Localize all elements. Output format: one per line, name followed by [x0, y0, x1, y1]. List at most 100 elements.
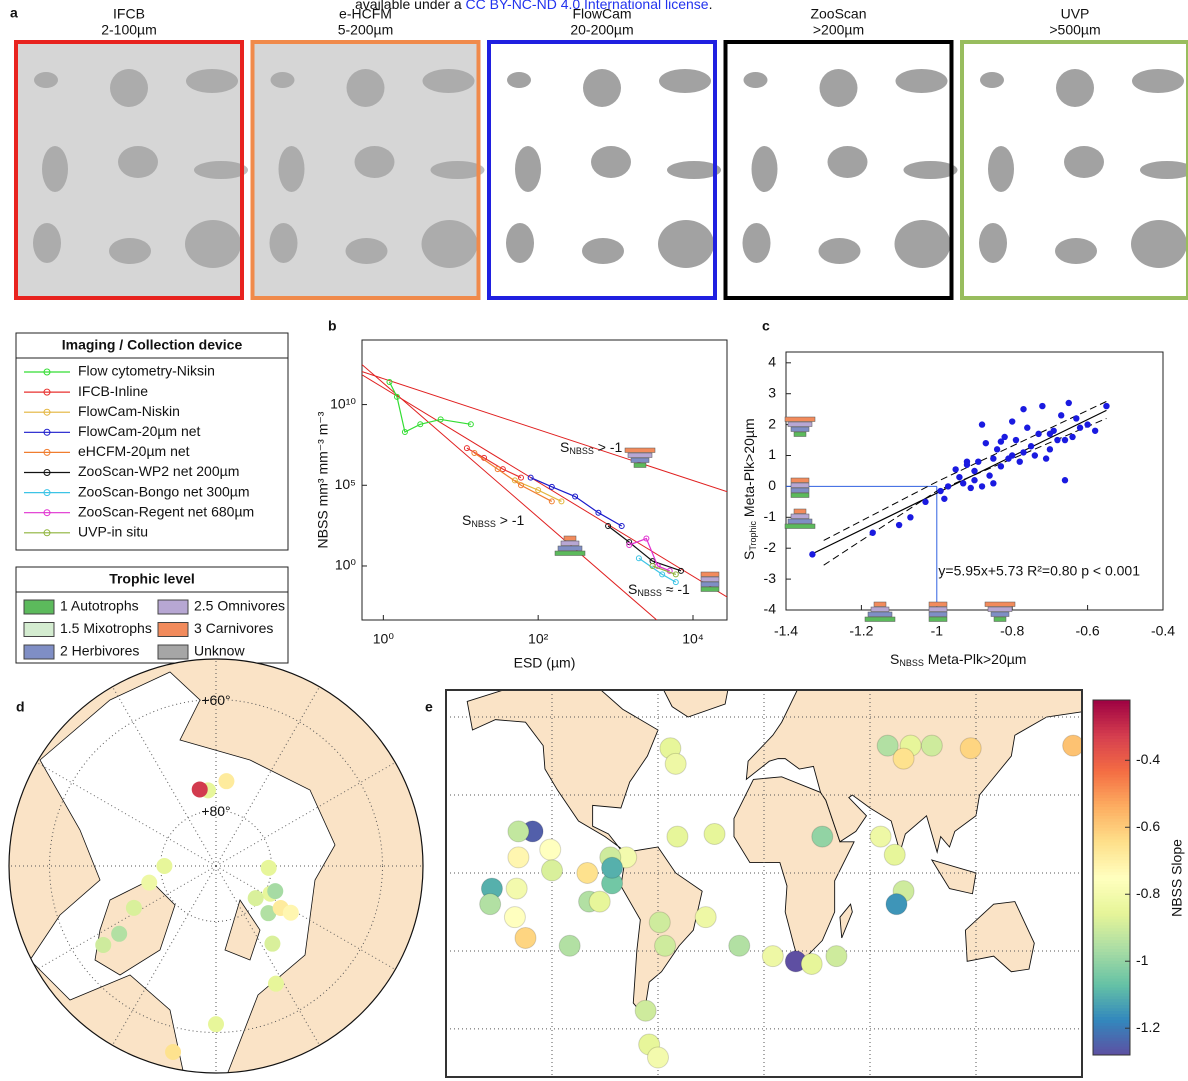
colorbar-cell	[1093, 1043, 1130, 1046]
colorbar-tick-label: -0.8	[1136, 885, 1160, 901]
trophic-icon	[788, 519, 812, 524]
station	[261, 860, 277, 876]
station	[577, 862, 598, 883]
station	[812, 826, 833, 847]
legend-title: Imaging / Collection device	[62, 337, 243, 353]
organism	[270, 223, 298, 263]
instrument-range: 20-200µm	[570, 22, 633, 38]
data-point	[896, 522, 902, 528]
station	[248, 890, 264, 906]
y-tick-label: -1	[764, 508, 777, 524]
x-tick-label: -1.2	[849, 623, 873, 639]
colorbar-cell	[1093, 798, 1130, 801]
trophic-icon	[791, 493, 809, 498]
data-point	[1077, 425, 1083, 431]
colorbar-cell	[1093, 963, 1130, 966]
instrument-name: FlowCam	[572, 6, 631, 22]
station	[141, 875, 157, 891]
colorbar-cell	[1093, 898, 1130, 901]
rest-text: > -1	[594, 439, 623, 455]
organism	[185, 220, 241, 268]
data-point	[1062, 477, 1068, 483]
colorbar-cell	[1093, 872, 1130, 875]
colorbar-cell	[1093, 747, 1130, 750]
legend-label: 2.5 Omnivores	[194, 598, 285, 614]
data-point	[975, 458, 981, 464]
organism	[980, 72, 1004, 88]
colorbar-cell	[1093, 910, 1130, 913]
map-e	[446, 686, 1084, 1077]
fit-annotation: y=5.95x+5.73 R²=0.80 p < 0.001	[938, 563, 1140, 579]
station	[480, 894, 501, 915]
organism	[1056, 69, 1094, 107]
trophic-icon	[791, 483, 809, 488]
station	[665, 753, 686, 774]
figure: available under a CC BY-NC-ND 4.0 Intern…	[0, 0, 1188, 1081]
colorbar-cell	[1093, 878, 1130, 881]
colorbar-cell	[1093, 863, 1130, 866]
colorbar-cell	[1093, 1011, 1130, 1014]
data-point	[979, 483, 985, 489]
data-point	[1066, 400, 1072, 406]
colorbar-cell	[1093, 848, 1130, 851]
organism	[355, 146, 395, 178]
y-tick-label: 10⁵	[335, 476, 356, 492]
colorbar-cell	[1093, 795, 1130, 798]
colorbar-cell	[1093, 972, 1130, 975]
license-note: available under a CC BY-NC-ND 4.0 Intern…	[355, 0, 712, 12]
data-point	[809, 551, 815, 557]
colorbar-cell	[1093, 969, 1130, 972]
colorbar-cell	[1093, 999, 1130, 1002]
station	[729, 935, 750, 956]
legend-swatch	[158, 645, 188, 659]
colorbar-cell	[1093, 809, 1130, 812]
station	[268, 976, 284, 992]
colorbar-cell	[1093, 1008, 1130, 1011]
data-point	[1054, 437, 1060, 443]
colorbar-cell	[1093, 721, 1130, 724]
trophic-icon	[791, 427, 809, 432]
data-point	[956, 474, 962, 480]
organism	[118, 146, 158, 178]
colorbar-cell	[1093, 792, 1130, 795]
x-tick-label: 10⁰	[373, 631, 395, 647]
colorbar-cell	[1093, 934, 1130, 937]
station	[1063, 735, 1084, 756]
trophic-icon	[785, 417, 815, 422]
colorbar-cell	[1093, 851, 1130, 854]
main-text: S	[628, 581, 637, 597]
colorbar-cell	[1093, 1049, 1130, 1052]
colorbar-cell	[1093, 875, 1130, 878]
legend-label: FlowCam-20µm net	[78, 423, 201, 439]
station	[156, 858, 172, 874]
colorbar-cell	[1093, 718, 1130, 721]
x-tick-label: 10⁴	[682, 631, 704, 647]
colorbar-cell	[1093, 842, 1130, 845]
legend-label: 1.5 Mixotrophs	[60, 620, 152, 636]
panel-letter: b	[328, 318, 337, 334]
colorbar-cell	[1093, 1020, 1130, 1023]
organism	[1131, 220, 1187, 268]
organism	[904, 161, 958, 179]
colorbar-cell	[1093, 1040, 1130, 1043]
colorbar-cell	[1093, 883, 1130, 886]
main-text: S	[462, 512, 471, 528]
colorbar-cell	[1093, 857, 1130, 860]
trophic-icon	[785, 524, 815, 529]
colorbar-cell	[1093, 987, 1130, 990]
trophic-icon	[985, 602, 1015, 607]
station	[504, 907, 525, 928]
trophic-icon	[791, 514, 809, 519]
x-tick-label: -0.6	[1076, 623, 1100, 639]
colorbar-cell	[1093, 993, 1130, 996]
legend-label: IFCB-Inline	[78, 383, 148, 399]
colorbar-cell	[1093, 984, 1130, 987]
data-point	[971, 477, 977, 483]
rest-text: Meta-Plk>20µm	[741, 418, 757, 521]
colorbar-cell	[1093, 744, 1130, 747]
x-tick-label: -1.4	[774, 623, 798, 639]
legend-label: ZooScan-Regent net 680µm	[78, 503, 254, 519]
colorbar-cell	[1093, 759, 1130, 762]
instrument-name: ZooScan	[810, 6, 866, 22]
main-text: S	[890, 651, 899, 667]
